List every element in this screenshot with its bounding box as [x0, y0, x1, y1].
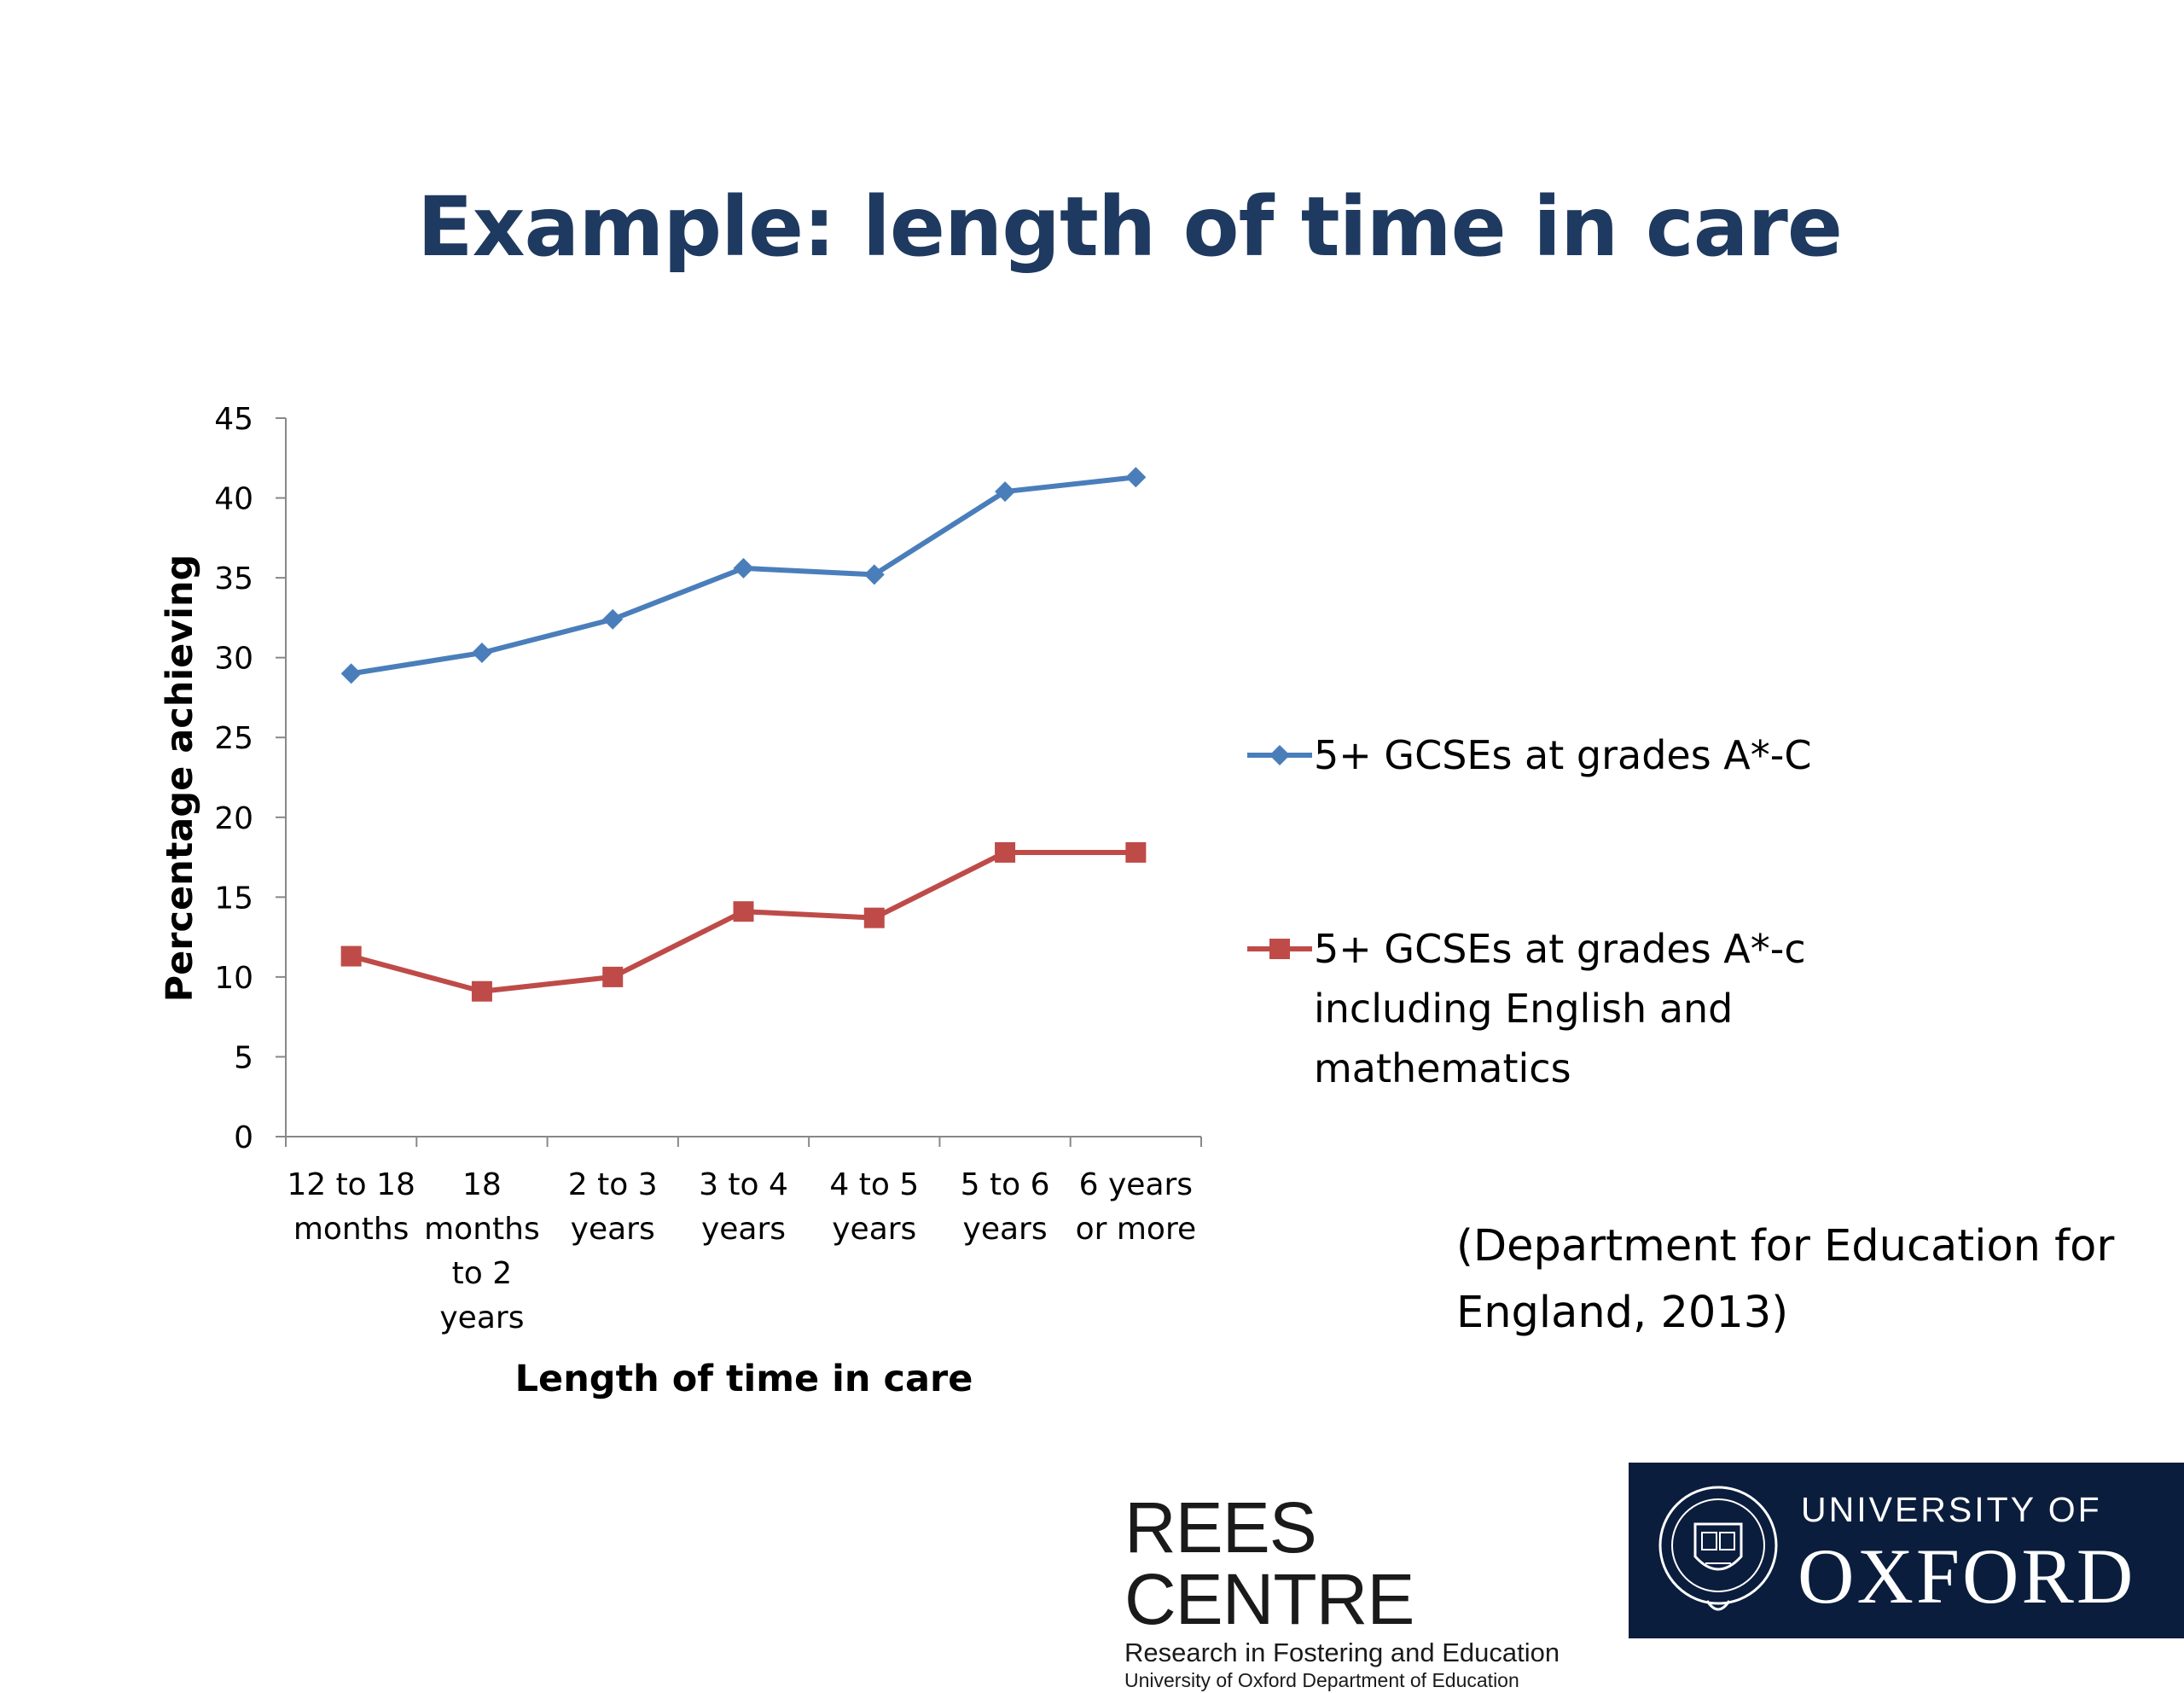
y-axis-title: Percentage achieving — [159, 555, 201, 1003]
series-1-point — [733, 557, 754, 579]
x-tick-label: 4 to 5 years — [829, 1167, 919, 1247]
source-line-2: England, 2013) — [1456, 1288, 1789, 1338]
chart-series — [340, 467, 1147, 1002]
x-tick-label: 2 to 3 years — [568, 1167, 658, 1247]
series-1-point — [995, 481, 1016, 503]
y-tick-label: 25 — [214, 721, 253, 756]
oxford-crest-icon — [1658, 1486, 1778, 1611]
rees-centre-name: REES CENTRE — [1124, 1487, 1414, 1639]
series-1-point — [863, 564, 885, 585]
x-tick-label: 18 months to 2 years — [424, 1167, 540, 1335]
series-1-point — [340, 663, 362, 684]
chart-axes — [285, 418, 1201, 1137]
series-2-point — [471, 980, 492, 1002]
y-tick-label: 35 — [214, 561, 253, 596]
series-2-point — [995, 841, 1016, 863]
source-citation: (Department for Education for England, 2… — [1456, 1213, 2173, 1347]
oxford-logo-line-2: OXFORD — [1798, 1533, 2136, 1620]
legend-entry-1: 5+ GCSEs at grades A*-C — [1247, 732, 1811, 778]
x-tick-label: 5 to 6 years — [961, 1167, 1050, 1247]
slide-title: Example: length of time in care — [417, 179, 1843, 275]
rees-centre-subtitle: Research in Fostering and Education — [1124, 1638, 1560, 1667]
source-line-1: (Department for Education for — [1456, 1221, 2115, 1271]
legend-label: 5+ GCSEs at grades A*-C — [1314, 732, 1811, 778]
series-2-line — [350, 849, 1136, 994]
series-2 — [340, 841, 1147, 1002]
series-2-point — [602, 966, 624, 987]
series-2-point — [863, 907, 885, 928]
y-axis-ticks: 0 5 10 15 20 25 30 35 40 45 — [214, 402, 286, 1155]
legend-entry-2: 5+ GCSEs at grades A*-c including English… — [1247, 926, 1806, 1091]
rees-centre-department: University of Oxford Department of Educa… — [1124, 1669, 1519, 1691]
y-tick-label: 15 — [214, 881, 253, 916]
x-tick-label: 3 to 4 years — [699, 1167, 788, 1247]
series-1-point — [471, 643, 492, 664]
y-tick-label: 0 — [234, 1120, 253, 1155]
y-tick-label: 30 — [214, 642, 253, 677]
chart-legend: 5+ GCSEs at grades A*-C 5+ GCSEs at grade… — [1247, 732, 1811, 1091]
series-2-point — [733, 901, 754, 922]
legend-marker — [1269, 745, 1290, 765]
y-tick-label: 5 — [234, 1040, 253, 1075]
y-tick-label: 10 — [214, 961, 253, 996]
x-axis-title: Length of time in care — [515, 1358, 973, 1400]
series-1-point — [602, 608, 624, 630]
series-1 — [340, 467, 1147, 684]
y-tick-label: 40 — [214, 482, 253, 517]
series-1-point — [1125, 467, 1147, 488]
series-2-point — [1125, 841, 1147, 863]
x-tick-label: 12 to 18 months — [287, 1167, 415, 1247]
y-tick-label: 20 — [214, 801, 253, 836]
rees-centre-logo: REES CENTRE Research in Fostering and Ed… — [1124, 1492, 1568, 1693]
legend-label: 5+ GCSEs at grades A*-c including English… — [1314, 926, 1806, 1091]
series-2-point — [340, 945, 362, 967]
y-tick-label: 45 — [214, 402, 253, 437]
oxford-logo-line-1: UNIVERSITY OF — [1801, 1490, 2102, 1529]
legend-marker — [1269, 939, 1290, 959]
university-of-oxford-logo: UNIVERSITY OF OXFORD — [1629, 1463, 2184, 1638]
x-tick-label: 6 years or more — [1076, 1167, 1197, 1247]
